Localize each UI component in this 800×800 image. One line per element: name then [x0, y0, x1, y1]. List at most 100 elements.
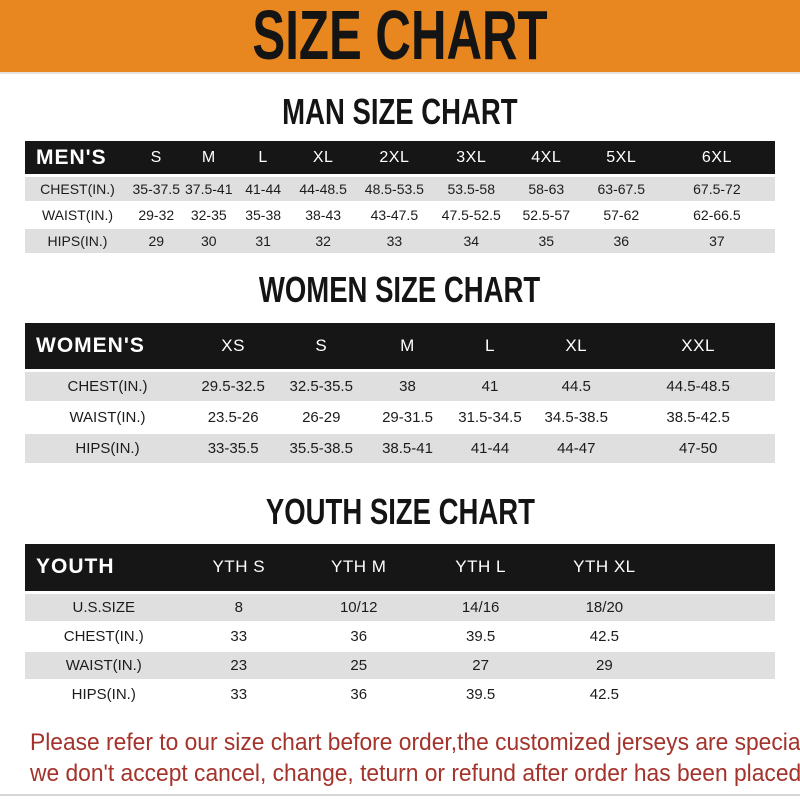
value-cell: 38-43 — [305, 207, 342, 224]
value-cell: 32.5-35.5 — [289, 378, 353, 396]
size-header-cell: S — [315, 336, 328, 356]
value-cell: 57-62 — [603, 207, 640, 224]
value-cell: 35-38 — [245, 207, 282, 224]
table-row: HIPS(IN.) 29 30 31 32 33 34 35 36 37 — [25, 229, 775, 254]
mens-size-table: MEN'S S M L XL 2XL 3XL 4XL 5XL 6XL CHEST(IN.) 35-37… — [25, 141, 775, 254]
value-cell: 34 — [463, 233, 480, 250]
value-cell: 39.5 — [466, 627, 496, 645]
table-header-row: WOMEN'S XS S M L XL XXL — [25, 323, 775, 370]
value-cell: 29-31.5 — [382, 409, 433, 427]
value-cell: 32-35 — [190, 207, 227, 224]
table-title-cell: YOUTH — [36, 555, 115, 579]
value-cell: 33-35.5 — [207, 440, 259, 458]
value-cell: 14/16 — [461, 598, 500, 616]
value-cell: 31 — [255, 233, 271, 250]
size-header-cell: XL — [565, 336, 588, 356]
value-cell: 41 — [481, 378, 499, 396]
value-cell: 29 — [596, 656, 613, 674]
row-label-cell: CHEST(IN.) — [63, 627, 144, 645]
value-cell: 67.5-72 — [693, 181, 741, 198]
size-header-cell: L — [258, 148, 268, 166]
value-cell: 42.5 — [589, 685, 619, 703]
value-cell: 58-63 — [528, 181, 565, 198]
value-cell: 44-47 — [557, 440, 596, 458]
table-row: HIPS(IN.) 33 36 39.5 42.5 — [25, 680, 775, 708]
size-header-cell: 4XL — [531, 148, 562, 166]
table-title-cell: WOMEN'S — [36, 334, 145, 358]
size-header-cell: YTH M — [331, 557, 387, 577]
value-cell: 44-48.5 — [299, 181, 347, 198]
value-cell: 41-44 — [245, 181, 282, 198]
value-cell: 29-32 — [138, 207, 175, 224]
value-cell: 34.5-38.5 — [544, 409, 608, 427]
row-label-cell: HIPS(IN.) — [75, 440, 140, 458]
table-header-row: YOUTH YTH S YTH M YTH L YTH XL — [25, 543, 775, 591]
value-cell: 35 — [538, 233, 555, 250]
table-title-cell: MEN'S — [36, 145, 107, 169]
row-label-cell: HIPS(IN.) — [47, 233, 108, 250]
value-cell: 37 — [709, 233, 725, 250]
row-label-cell: WAIST(IN.) — [65, 656, 142, 674]
size-header-cell: 6XL — [701, 148, 732, 166]
row-label-cell: CHEST(IN.) — [40, 181, 115, 198]
value-cell: 25 — [350, 656, 368, 674]
value-cell: 36 — [350, 685, 368, 703]
value-cell: 29.5-32.5 — [201, 378, 265, 396]
section-heading-women: WOMEN SIZE CHART — [0, 269, 800, 311]
size-header-cell: M — [400, 336, 415, 356]
footer-line-1: Please refer to our size chart before or… — [30, 728, 800, 756]
value-cell: 36 — [613, 233, 630, 250]
value-cell: 37.5-41 — [185, 181, 233, 198]
section-heading-youth-text: YOUTH SIZE CHART — [265, 492, 535, 533]
value-cell: 32 — [315, 233, 331, 250]
value-cell: 52.5-57 — [522, 207, 570, 224]
value-cell: 43-47.5 — [370, 207, 419, 224]
section-heading-women-text: WOMEN SIZE CHART — [259, 269, 541, 311]
footer-line-2: we don't accept cancel, change, teturn o… — [30, 759, 800, 787]
row-label-cell: WAIST(IN.) — [69, 409, 146, 427]
value-cell: 29 — [148, 233, 165, 250]
value-cell: 30 — [200, 233, 217, 250]
section-heading-man: MAN SIZE CHART — [0, 91, 800, 133]
size-header-cell: XS — [221, 336, 245, 356]
value-cell: 62-66.5 — [693, 207, 741, 224]
size-header-cell: YTH L — [455, 557, 506, 577]
row-label-cell: U.S.SIZE — [72, 598, 135, 616]
value-cell: 33 — [386, 233, 403, 250]
table-body: U.S.SIZE 8 10/12 14/16 18/20 CHEST(IN.) 33 36 39… — [25, 593, 775, 708]
row-label-cell: CHEST(IN.) — [67, 378, 148, 396]
size-header-cell: 2XL — [379, 148, 410, 166]
value-cell: 10/12 — [339, 598, 378, 616]
value-cell: 35-37.5 — [132, 181, 180, 198]
banner-title: SIZE CHART — [252, 0, 548, 75]
row-label-cell: HIPS(IN.) — [71, 685, 136, 703]
table-body: CHEST(IN.) 35-37.5 37.5-41 41-44 44-48.5 48.5… — [25, 177, 775, 254]
value-cell: 26-29 — [302, 409, 341, 427]
table-row: HIPS(IN.) 33-35.5 35.5-38.5 38.5-41 41-44 44-… — [25, 434, 775, 464]
table-body: CHEST(IN.) 29.5-32.5 32.5-35.5 38 41 44.5 44.5… — [25, 372, 775, 464]
value-cell: 38 — [399, 378, 416, 396]
section-heading-man-text: MAN SIZE CHART — [282, 91, 518, 133]
value-cell: 44.5-48.5 — [666, 378, 730, 396]
value-cell: 23.5-26 — [207, 409, 259, 427]
value-cell: 23 — [230, 656, 248, 674]
size-header-cell: YTH XL — [573, 557, 636, 577]
size-chart-banner: SIZE CHART — [0, 0, 800, 74]
size-header-cell: 3XL — [456, 148, 487, 166]
size-header-cell: YTH S — [212, 557, 266, 577]
value-cell: 38.5-42.5 — [666, 409, 730, 427]
value-cell: 33 — [230, 627, 248, 645]
table-row: WAIST(IN.) 23 25 27 29 — [25, 651, 775, 679]
size-header-cell: XL — [312, 148, 334, 166]
value-cell: 39.5 — [466, 685, 496, 703]
value-cell: 27 — [472, 656, 489, 674]
size-header-cell: L — [485, 336, 495, 356]
table-row: U.S.SIZE 8 10/12 14/16 18/20 — [25, 593, 775, 621]
value-cell: 47-50 — [678, 440, 718, 458]
youth-size-table: YOUTH YTH S YTH M YTH L YTH XL U.S.SIZE 8 10/12… — [25, 543, 775, 708]
value-cell: 48.5-53.5 — [364, 181, 424, 198]
table-header-row: MEN'S S M L XL 2XL 3XL 4XL 5XL 6XL — [25, 141, 775, 175]
table-row: WAIST(IN.) 29-32 32-35 35-38 38-43 43-47.5 47.… — [25, 203, 775, 228]
footer-disclaimer: Please refer to our size chart before or… — [30, 727, 800, 789]
value-cell: 18/20 — [585, 598, 624, 616]
